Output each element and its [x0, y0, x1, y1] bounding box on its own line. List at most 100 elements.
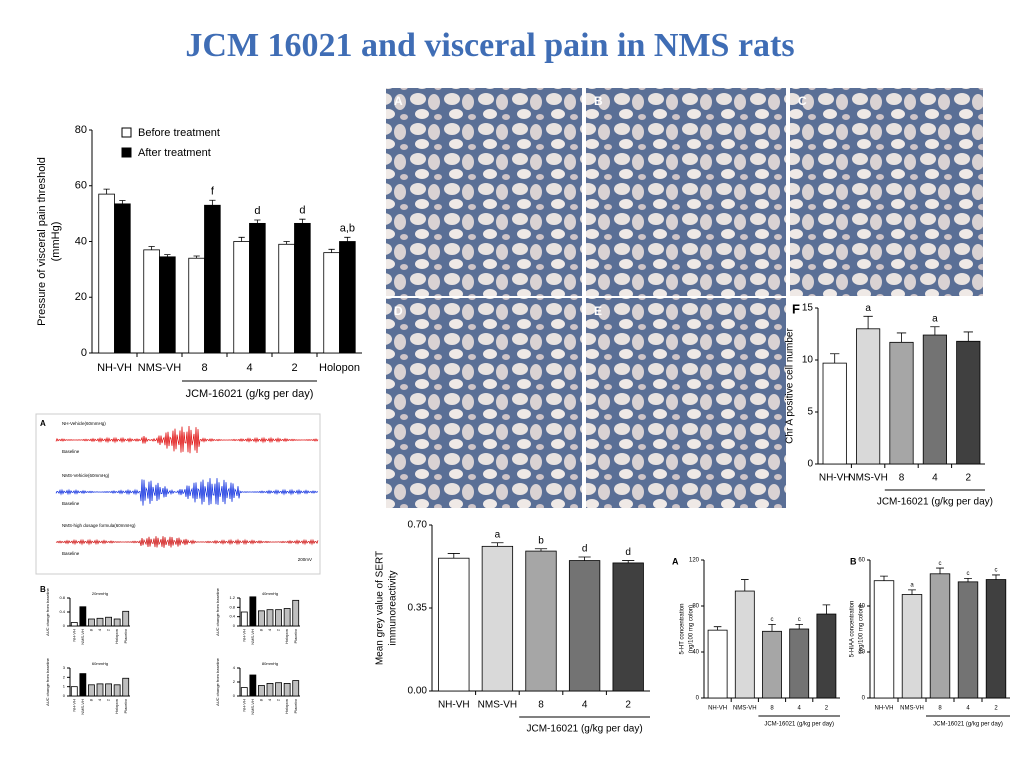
bar — [249, 222, 266, 354]
x-tick-label: 4 — [798, 706, 802, 712]
bar — [204, 204, 221, 354]
annotation: a — [910, 583, 914, 589]
bar — [233, 241, 250, 354]
bar — [258, 685, 265, 697]
bar — [105, 616, 112, 627]
chart-title: 40mmHg — [262, 591, 278, 596]
legend-label: After treatment — [138, 147, 211, 159]
x-tick-label: NH-VH — [819, 473, 851, 484]
x-tick-label: 8 — [88, 628, 93, 631]
x-tick-label: NMS-VH — [250, 629, 255, 645]
y-tick-label: 15 — [802, 303, 814, 314]
bar — [901, 594, 923, 699]
x-tick-label: Placebo — [293, 628, 298, 643]
y-axis-label: (mmHg) — [50, 222, 62, 262]
x-tick-label: 4 — [267, 628, 272, 631]
error-bar — [103, 188, 110, 195]
y-axis-label: (ng/100 mg colon) — [689, 605, 695, 653]
bar — [481, 545, 514, 692]
x-tick-label: 2 — [825, 706, 829, 712]
x-tick-label: 8 — [899, 473, 905, 484]
error-bar — [299, 218, 306, 224]
bar — [143, 249, 160, 354]
x-tick-label: Placebo — [123, 698, 128, 713]
x-axis-label: JCM-16021 (g/kg per day) — [527, 724, 643, 735]
baseline-label: Baseline — [62, 501, 80, 506]
x-tick-label: 2 — [994, 706, 998, 712]
panel-label: B — [850, 556, 857, 566]
y-tick-label: 0 — [233, 623, 236, 628]
y-tick-label: 0.8 — [59, 595, 65, 600]
bar — [266, 609, 274, 627]
bar — [240, 611, 248, 627]
y-tick-label: 0 — [233, 693, 236, 698]
bar — [292, 680, 300, 697]
error-bar — [822, 604, 831, 615]
bar — [98, 193, 115, 354]
bar — [275, 609, 282, 627]
error-bar — [713, 626, 722, 631]
y-axis-label: (ng/100 mg colon) — [859, 605, 865, 653]
emg-panel: A B NH-Vehicle(60mmHg) Baseline NMS-Vehicle(… — [35, 413, 321, 594]
y-tick-label: 60 — [75, 180, 87, 192]
x-tick-label: Holopon — [114, 699, 119, 714]
x-tick-label: NMS-VH — [80, 699, 85, 715]
bar — [266, 683, 274, 697]
bar — [275, 682, 282, 697]
trace-label: NMS-Vehicle(60mmHg) — [62, 473, 110, 478]
x-tick-label: 8 — [538, 700, 544, 711]
error-bar — [254, 219, 261, 224]
bar — [957, 581, 979, 699]
bar — [292, 599, 300, 627]
x-tick-label: 4 — [582, 700, 588, 711]
error-bar — [936, 567, 944, 574]
baseline-label: Baseline — [62, 449, 80, 454]
x-tick-label: NMS-VH — [900, 706, 924, 712]
x-tick-label: 2 — [276, 628, 281, 631]
chart-title: 60mmHg — [92, 661, 108, 666]
legend-swatch — [121, 127, 132, 138]
bar — [707, 629, 728, 699]
x-tick-label: 8 — [88, 698, 93, 701]
y-tick-label: 0.8 — [229, 604, 235, 609]
x-axis-label: JCM-16021 (g/kg per day) — [877, 497, 993, 508]
scale-label: 200mV — [298, 557, 312, 562]
micrographs: A B C D E — [386, 88, 983, 508]
micrograph — [586, 298, 786, 508]
x-tick-label: 4 — [966, 706, 970, 712]
x-tick-label: 2 — [106, 628, 111, 631]
emg-trace — [55, 536, 319, 548]
y-axis-label: 5-HT concentration — [680, 604, 686, 655]
bar — [96, 617, 104, 627]
annotation: d — [582, 544, 588, 555]
emg-frame — [35, 413, 321, 575]
annotation: c — [939, 561, 942, 567]
error-bar — [491, 542, 504, 547]
error-bar — [740, 579, 749, 592]
error-bar — [930, 326, 940, 336]
y-tick-label: 60 — [858, 558, 865, 564]
legend-swatch — [121, 147, 132, 158]
y-tick-label: 120 — [689, 558, 700, 564]
y-tick-label: 0 — [81, 347, 87, 359]
x-tick-label: NH-VH — [875, 706, 894, 712]
error-bar — [164, 254, 171, 257]
emg-trace — [55, 478, 319, 506]
y-tick-label: 0.4 — [59, 609, 65, 614]
annotation: a,b — [340, 222, 355, 234]
legend-label: Before treatment — [138, 127, 220, 139]
micrograph-label: B — [594, 94, 603, 108]
panel-label: F — [792, 301, 800, 316]
bar — [734, 590, 755, 699]
panel-label: B — [40, 585, 46, 594]
error-bar — [963, 331, 973, 342]
y-tick-label: 40 — [692, 650, 699, 656]
bar — [856, 328, 881, 465]
y-tick-label: 2 — [233, 679, 236, 684]
micrograph-label: E — [594, 304, 602, 318]
annotation: a — [865, 303, 871, 314]
bar — [249, 674, 257, 697]
y-tick-label: 0.00 — [408, 686, 428, 697]
y-tick-label: 10 — [802, 355, 814, 366]
